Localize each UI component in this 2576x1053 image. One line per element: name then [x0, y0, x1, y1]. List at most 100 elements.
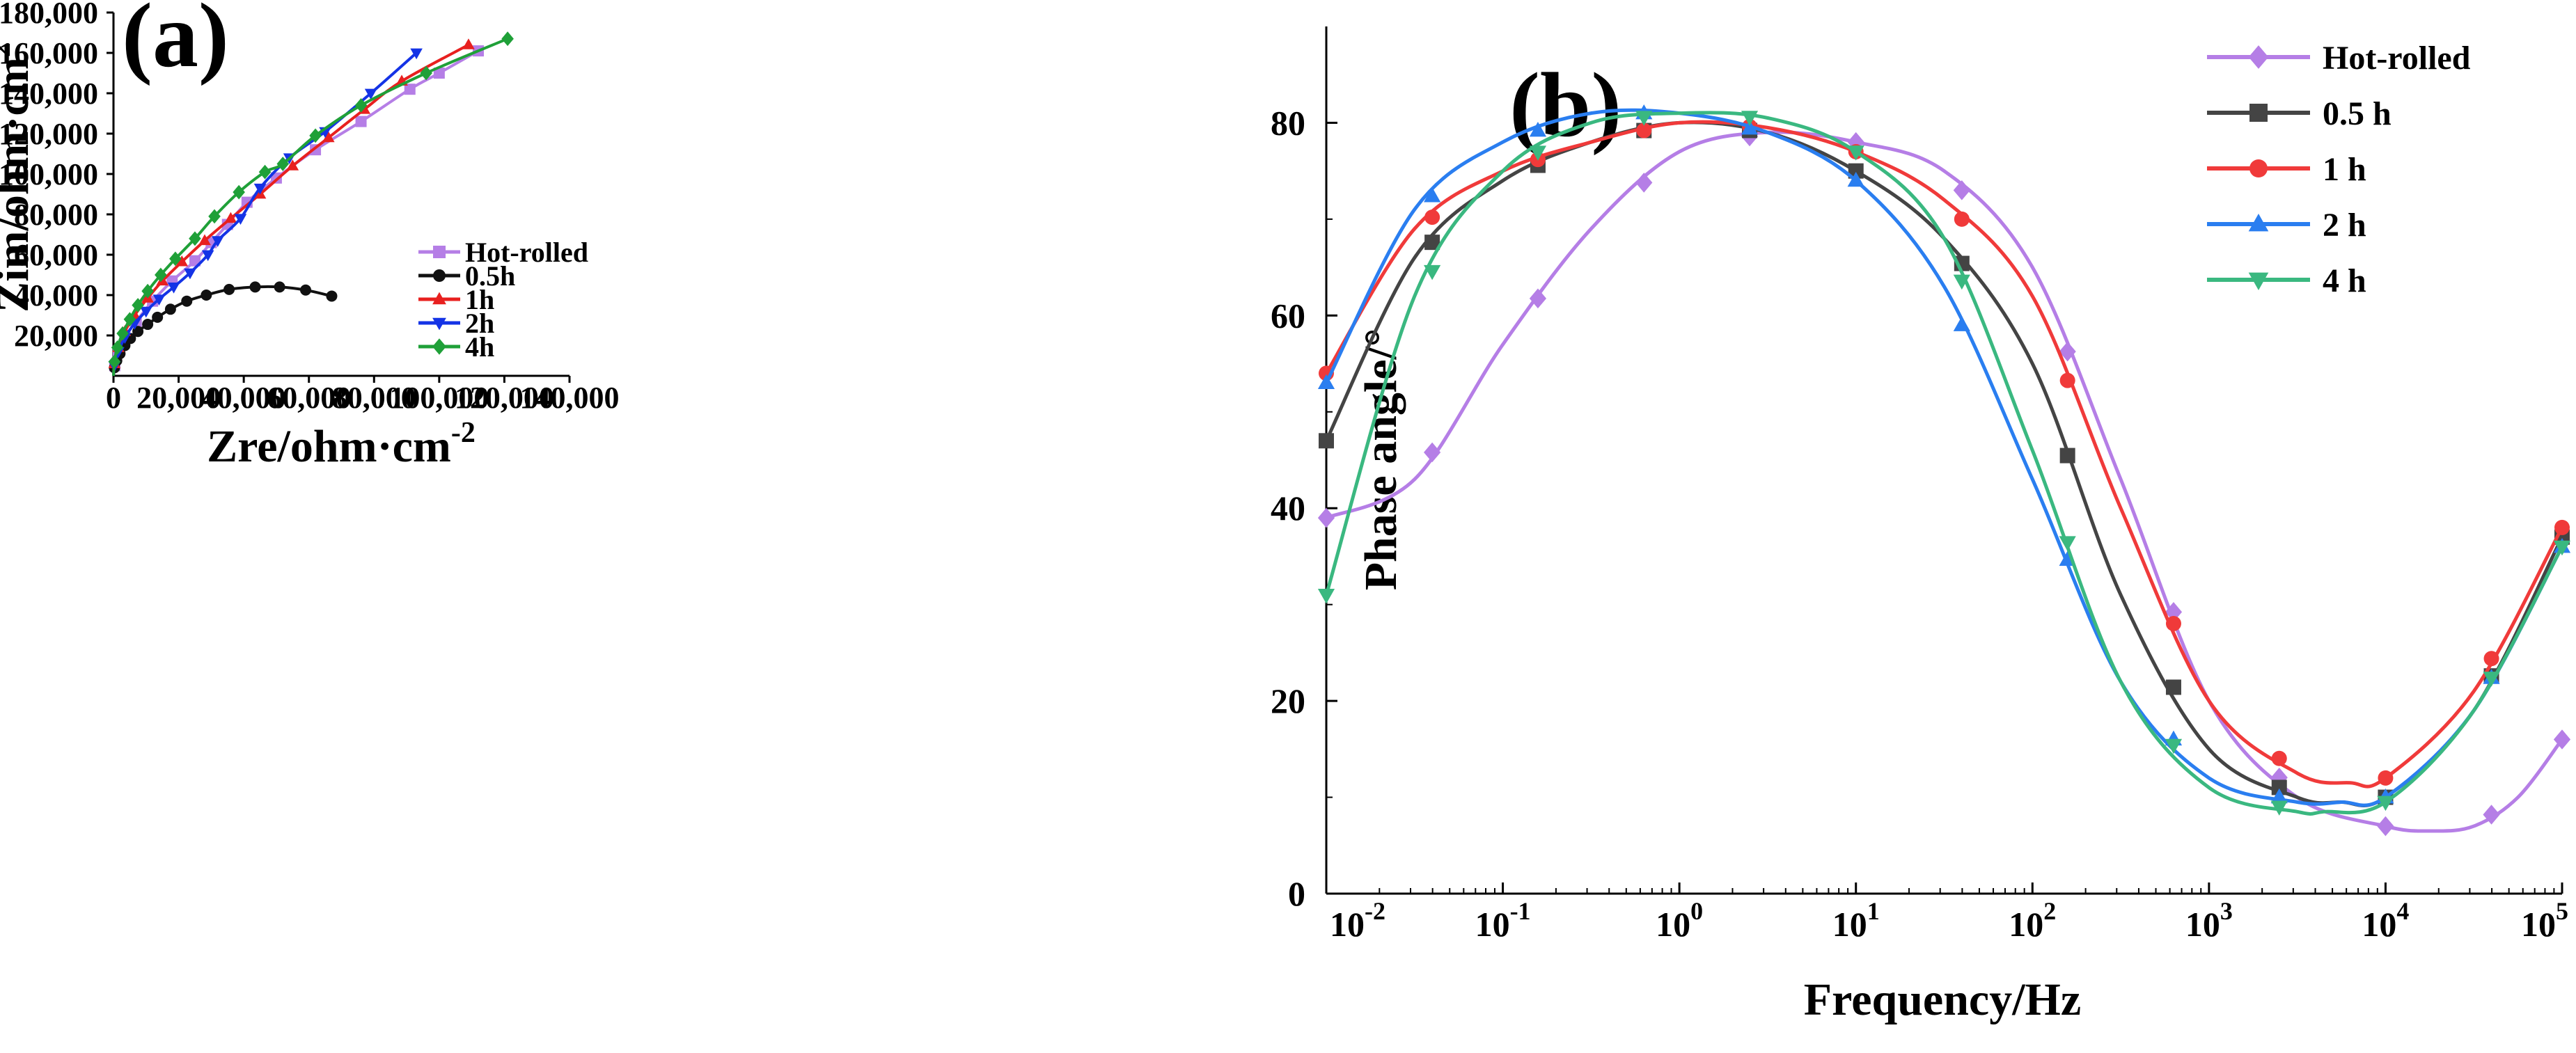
panel-a-data-point: [462, 38, 475, 49]
panel-a-data-point: [201, 290, 212, 301]
panel-b-x-tick-label: 10-2: [1330, 897, 1385, 944]
panel-a-data-point: [152, 294, 166, 306]
panel-b-data-point: [2059, 341, 2076, 362]
panel-a-series-line: [112, 37, 508, 377]
panel-a-legend-marker: [432, 292, 446, 305]
panel-b-x-tick-label: 100: [1656, 897, 1703, 944]
panel-b-data-point: [2483, 651, 2499, 667]
panel-a-legend-label-2h: 2h: [465, 308, 494, 339]
panel-a-data-point: [253, 183, 267, 195]
panel-b-x-axis-title: Frequency/Hz: [1804, 974, 2081, 1025]
panel-b-data-point: [1529, 145, 1547, 161]
panel-b-legend-label-1-h: 1 h: [2323, 151, 2366, 188]
panel-b-data-point: [2554, 519, 2570, 535]
panel-b-data-point: [1635, 111, 1653, 126]
panel-a-legend-marker: [432, 338, 446, 355]
panel-b-data-point: [1317, 507, 1335, 528]
panel-b-data-point: [1529, 288, 1547, 309]
panel-a-y-tick-label: 80,000: [14, 198, 98, 232]
panel-b-legend-marker: [2248, 272, 2269, 290]
panel-b-series-0-5-h: [1319, 120, 2570, 807]
panel-a-data-point: [258, 164, 272, 180]
panel-b-data-point: [1953, 180, 1970, 200]
panel-b-data-point: [1636, 122, 1652, 138]
panel-a-data-point: [211, 236, 224, 247]
panel-b-data-point: [2553, 540, 2571, 556]
panel-b-data-point: [1741, 119, 1759, 135]
panel-b-data-point: [2271, 750, 2287, 766]
panel-b-legend-label-4-h: 4 h: [2323, 262, 2366, 299]
panel-b-data-point: [1424, 264, 1441, 280]
panel-b-y-tick-label: 60: [1271, 296, 1305, 335]
panel-a-x-axis-title: Zre/ohm·cm-2: [207, 417, 476, 472]
panel-a-data-point: [111, 340, 124, 355]
panel-a-series-hot-rolled: [109, 45, 484, 377]
panel-a-y-tick-label: 180,000: [0, 0, 98, 30]
panel-a-data-point: [274, 281, 285, 293]
panel-a-series-4h: [108, 31, 514, 377]
panel-a-x-tick-label: 0: [106, 381, 121, 415]
panel-b-y-tick-label: 80: [1271, 103, 1305, 142]
panel-b-data-point: [2059, 448, 2075, 464]
panel-b-data-point: [1424, 209, 1440, 225]
panel-b-y-tick-label: 40: [1271, 489, 1305, 528]
panel-b-data-point: [1848, 163, 1864, 179]
panel-a-data-point: [169, 251, 182, 267]
panel-a-y-tick-label: 120,000: [0, 117, 98, 151]
panel-a-x-tick-label: 60,000: [267, 381, 351, 415]
panel-b: 0 20 40 60 80 10-2 10-1 100 101 102 103 104 105 Frequ…: [1271, 26, 2571, 1025]
panel-a: 20,000 40,000 60,000 80,000 100,000 120,000 14…: [0, 0, 620, 472]
panel-b-data-point: [1953, 316, 1970, 331]
panel-a-data-point: [501, 31, 514, 47]
panel-b-data-point: [1424, 235, 1440, 251]
panel-a-data-point: [354, 98, 368, 113]
panel-b-data-point: [2377, 816, 2394, 837]
panel-b-legend-marker: [2248, 214, 2269, 232]
panel-a-data-point: [132, 298, 144, 312]
panel-b-label: (b): [1509, 54, 1621, 156]
panel-a-data-point: [224, 212, 237, 223]
panel-a-data-point: [167, 283, 180, 294]
panel-a-y-tick-label: 100,000: [0, 157, 98, 191]
panel-b-data-point: [2378, 770, 2394, 786]
panel-b-data-point: [2270, 788, 2288, 804]
panel-a-data-point: [141, 283, 154, 299]
panel-b-y-tick-label: 20: [1271, 681, 1305, 720]
panel-a-data-point: [223, 283, 235, 295]
panel-a-x-tick-label: 140,000: [520, 381, 620, 415]
panel-a-data-point: [309, 128, 322, 143]
panel-a-y-tick-label: 40,000: [14, 278, 98, 312]
panel-a-x-tick-label: 20,000: [136, 381, 221, 415]
panel-a-data-point: [198, 234, 211, 246]
panel-b-data-point: [2271, 779, 2287, 795]
panel-b-series-line: [1324, 120, 2564, 807]
panel-a-data-point: [155, 267, 167, 283]
panel-a-data-point: [404, 84, 416, 95]
panel-a-legend-marker: [433, 269, 446, 282]
panel-a-data-point: [123, 312, 136, 327]
panel-a-legend-marker: [432, 317, 446, 331]
panel-b-series-line: [1324, 120, 2564, 789]
panel-b-series-line: [1324, 111, 2564, 816]
panel-a-series-line: [112, 49, 479, 377]
panel-b-legend-label-hot-rolled: Hot-rolled: [2323, 40, 2471, 77]
panel-a-data-point: [201, 250, 214, 262]
panel-b-x-tick-label: 104: [2362, 897, 2409, 944]
panel-a-legend-label-1h: 1h: [465, 284, 494, 315]
panel-a-data-point: [276, 157, 290, 171]
panel-b-data-point: [1953, 274, 1970, 290]
panel-a-data-point: [249, 281, 261, 293]
panel-a-x-tick-label: 100,000: [389, 381, 489, 415]
panel-a-data-point: [410, 48, 423, 60]
panel-a-data-point: [189, 231, 201, 246]
panel-b-data-point: [2270, 800, 2288, 816]
panel-b-legend-marker: [2248, 45, 2269, 69]
panel-b-data-point: [2483, 672, 2500, 687]
panel-b-data-point: [1847, 145, 1864, 161]
panel-a-legend-label-hot-rolled: Hot-rolled: [465, 237, 588, 268]
panel-a-data-point: [234, 214, 247, 225]
panel-b-x-tick-label: 103: [2185, 897, 2233, 944]
panel-a-label: (a): [122, 0, 229, 86]
panel-b-data-point: [1741, 111, 1759, 126]
